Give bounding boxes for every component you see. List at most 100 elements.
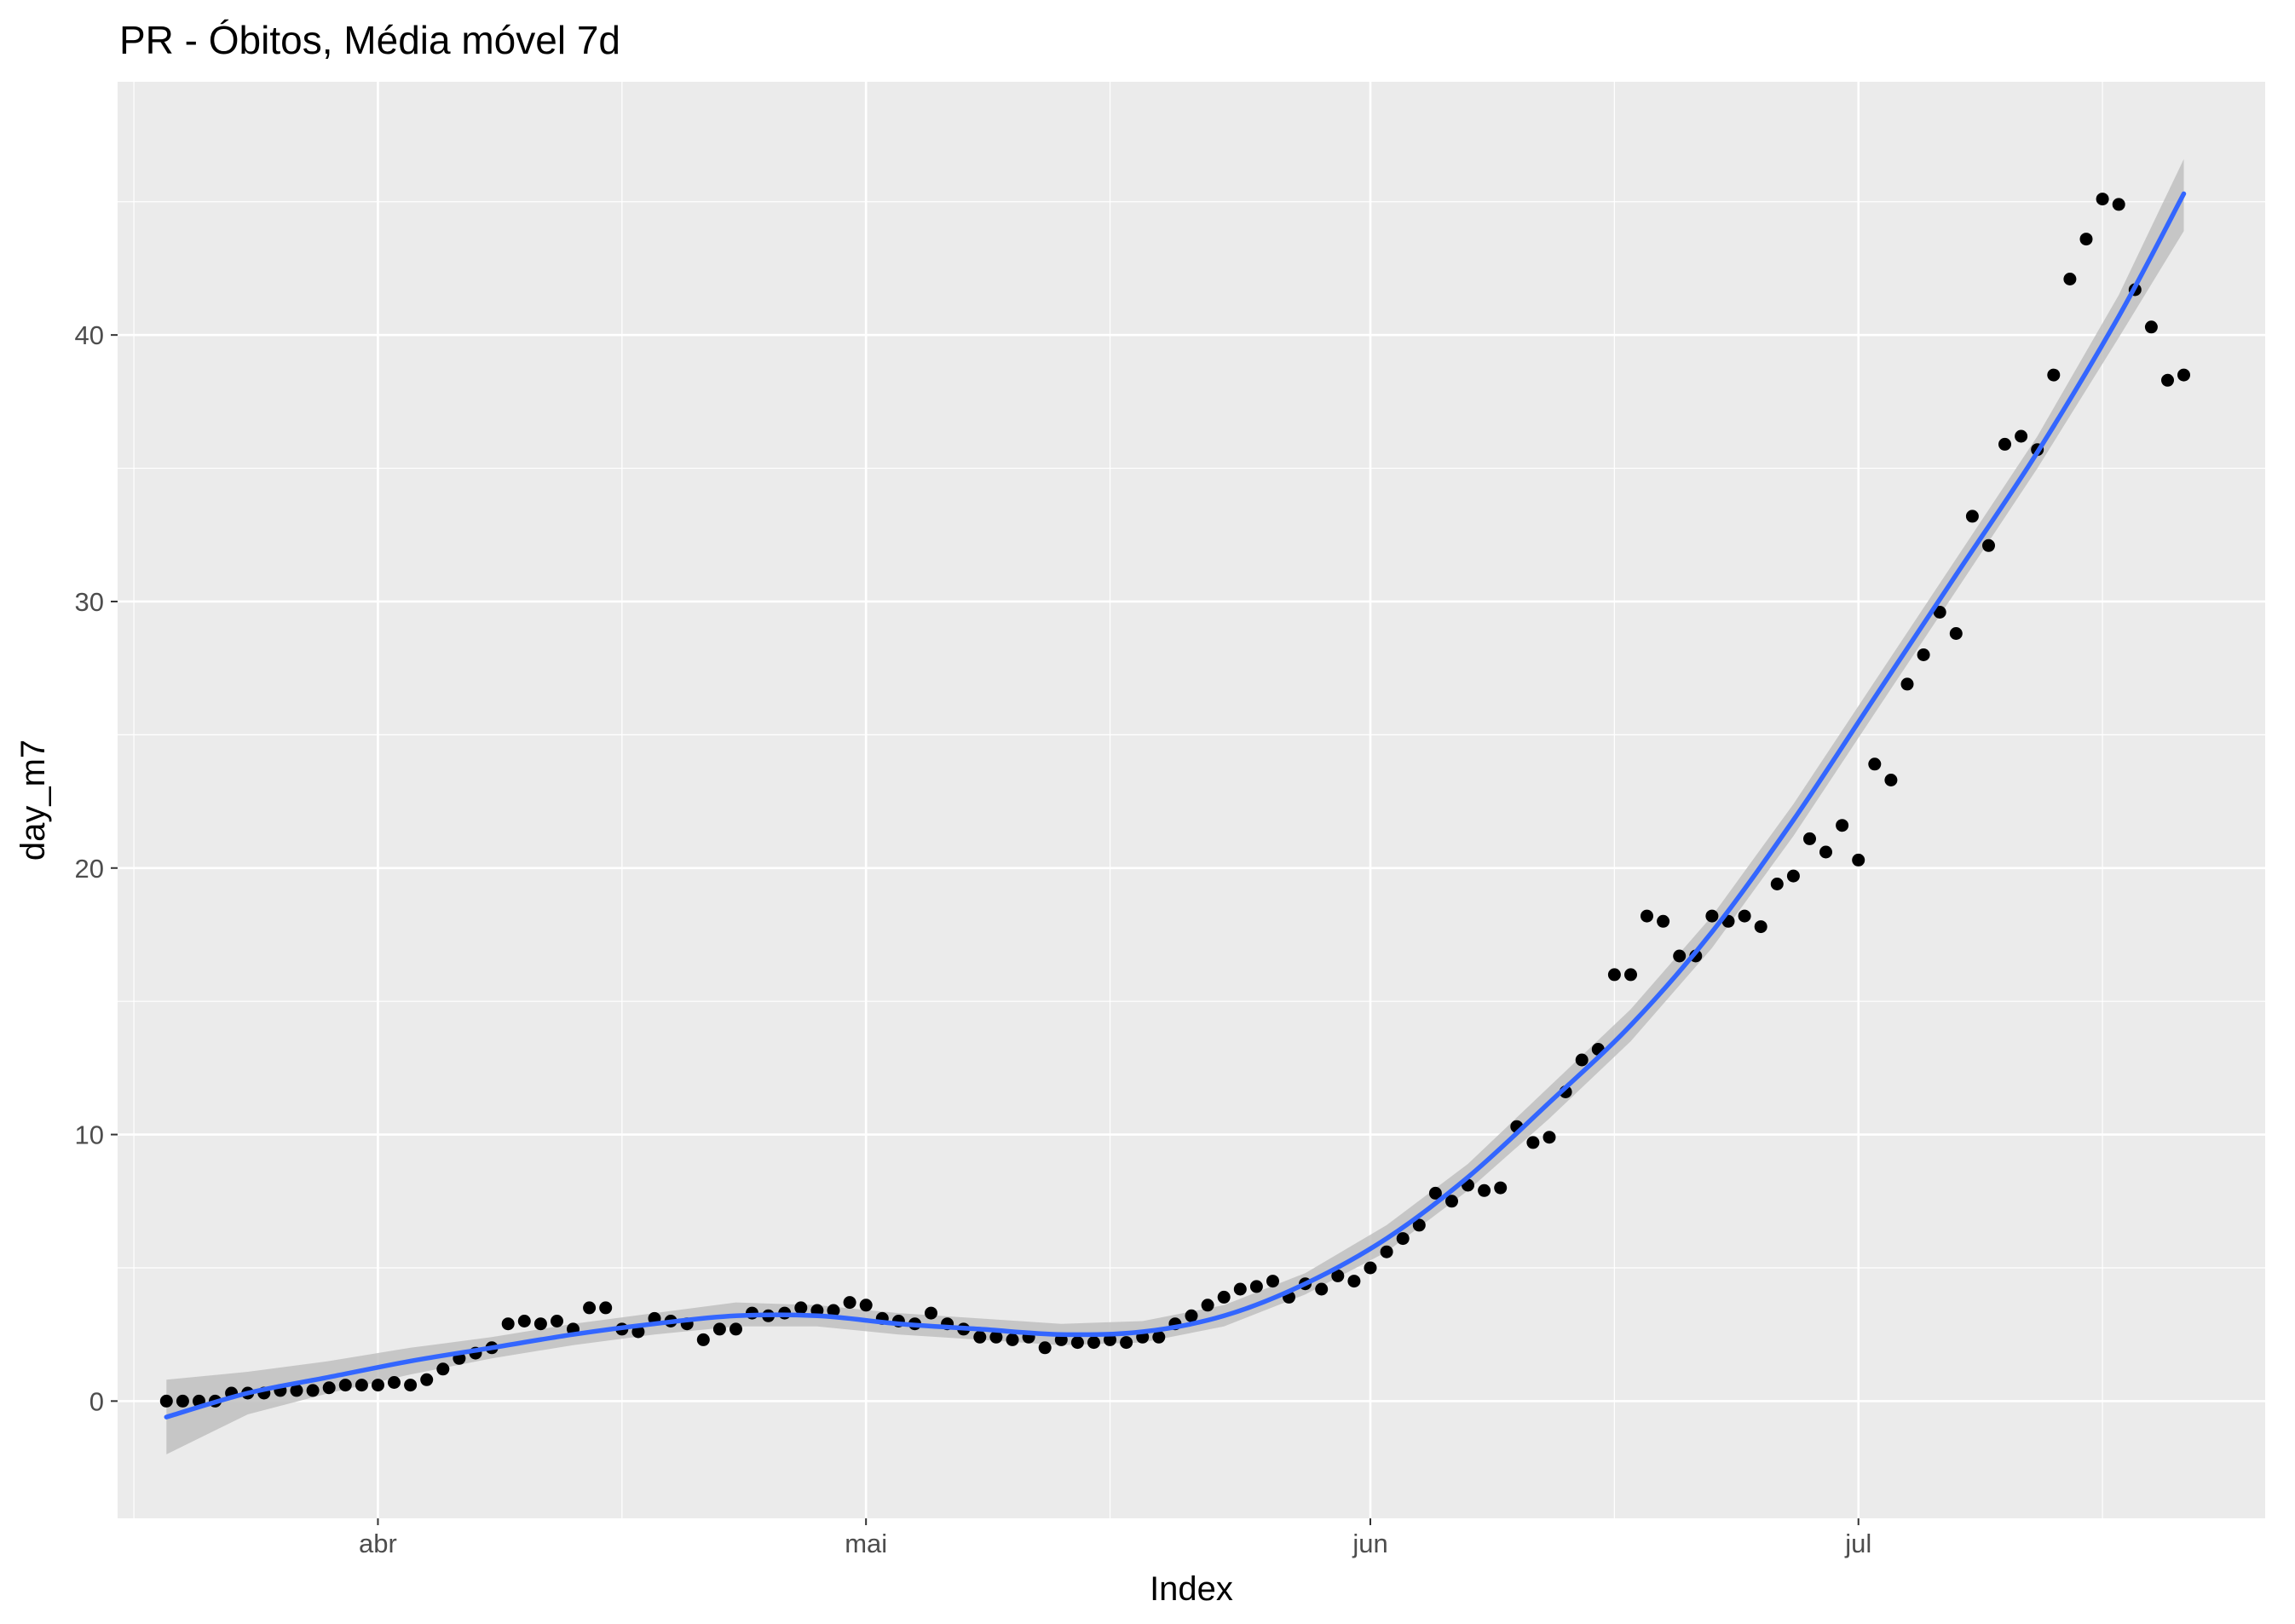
- data-point: [1104, 1333, 1116, 1346]
- data-point: [1120, 1336, 1133, 1350]
- y-tick-label: 30: [75, 587, 104, 617]
- grid-major: [118, 82, 2265, 1518]
- data-point: [1803, 832, 1816, 845]
- data-point: [2096, 193, 2109, 206]
- x-axis: abr mai jun jul: [359, 1518, 1871, 1558]
- data-point: [696, 1333, 710, 1346]
- data-point: [1152, 1330, 1166, 1344]
- data-point: [1364, 1261, 1377, 1275]
- data-point: [1233, 1282, 1247, 1296]
- data-point: [1982, 538, 1995, 552]
- data-point: [1949, 627, 1963, 640]
- data-point: [1673, 949, 1687, 963]
- data-point: [1412, 1218, 1426, 1232]
- data-point: [2063, 273, 2077, 285]
- data-point: [1038, 1341, 1052, 1355]
- data-point: [1445, 1195, 1458, 1208]
- x-axis-title: Index: [1150, 1570, 1233, 1608]
- data-point: [1478, 1183, 1491, 1197]
- data-point: [1624, 968, 1637, 982]
- smooth-line: [164, 191, 2187, 1420]
- data-point: [322, 1381, 336, 1395]
- data-point: [712, 1322, 726, 1336]
- data-point: [338, 1379, 352, 1392]
- data-point: [1836, 819, 1849, 832]
- data-point: [2047, 368, 2061, 382]
- data-point: [159, 1394, 173, 1408]
- data-point: [420, 1373, 434, 1386]
- data-point: [2161, 373, 2174, 387]
- y-tick-label: 20: [75, 854, 104, 884]
- data-point: [925, 1306, 937, 1320]
- data-point: [973, 1330, 987, 1344]
- data-point: [2079, 233, 2093, 246]
- data-point: [1201, 1299, 1214, 1312]
- y-tick-label: 10: [75, 1120, 104, 1150]
- x-tick-label: abr: [359, 1529, 397, 1558]
- data-point: [989, 1330, 1003, 1344]
- data-point: [372, 1379, 384, 1392]
- data-point: [599, 1301, 613, 1315]
- data-point: [1819, 845, 1832, 859]
- data-point: [1607, 968, 1621, 982]
- data-point: [1185, 1309, 1198, 1322]
- data-point: [794, 1301, 808, 1315]
- data-point: [1575, 1053, 1589, 1067]
- y-axis: 0 10 20 30 40: [75, 320, 118, 1416]
- plot-panel: [118, 82, 2265, 1518]
- data-point: [1917, 648, 1930, 661]
- data-point: [551, 1315, 563, 1327]
- data-point: [729, 1322, 742, 1336]
- data-point: [859, 1299, 873, 1312]
- data-point: [533, 1317, 547, 1331]
- data-point: [404, 1379, 418, 1392]
- data-point: [1494, 1181, 1508, 1195]
- data-point: [843, 1296, 856, 1310]
- smooth-line-layer: [164, 191, 2187, 1420]
- data-point: [1998, 437, 2011, 451]
- data-point: [1526, 1136, 1540, 1149]
- data-point: [1266, 1275, 1279, 1288]
- data-point: [1249, 1280, 1263, 1293]
- x-tick-label: mai: [845, 1529, 887, 1558]
- y-axis-title: day_m7: [14, 740, 52, 861]
- data-point: [1641, 909, 1653, 923]
- data-point: [1770, 878, 1784, 890]
- data-point: [1786, 869, 1800, 883]
- data-point: [2177, 368, 2190, 382]
- data-point: [2112, 198, 2125, 211]
- data-point: [1933, 606, 1946, 619]
- data-point: [1852, 853, 1865, 867]
- x-tick-label: jun: [1352, 1529, 1387, 1558]
- data-point: [436, 1362, 450, 1376]
- data-point: [1705, 909, 1719, 923]
- data-point: [2015, 429, 2028, 443]
- data-point: [1542, 1131, 1556, 1144]
- y-tick-label: 0: [89, 1386, 104, 1416]
- data-point: [1315, 1282, 1329, 1296]
- data-point: [1006, 1333, 1019, 1346]
- data-point: [1070, 1336, 1084, 1350]
- data-point: [176, 1394, 189, 1408]
- data-point: [2144, 320, 2158, 334]
- data-point: [1738, 909, 1751, 923]
- data-point: [517, 1315, 531, 1327]
- data-point: [290, 1384, 303, 1397]
- data-point: [631, 1325, 645, 1339]
- data-point: [501, 1317, 515, 1331]
- data-point: [1900, 677, 1914, 691]
- x-tick-label: jul: [1844, 1529, 1871, 1558]
- data-point: [388, 1376, 401, 1389]
- data-point: [583, 1301, 597, 1315]
- data-point: [1347, 1275, 1361, 1288]
- data-point: [1217, 1290, 1231, 1304]
- data-point: [1396, 1232, 1410, 1246]
- data-point: [1884, 774, 1898, 786]
- data-point: [1331, 1269, 1345, 1282]
- data-point: [1965, 510, 1979, 523]
- data-point: [1868, 757, 1882, 771]
- grid-minor: [118, 82, 2265, 1518]
- data-point: [1380, 1245, 1393, 1258]
- chart-title: PR - Óbitos, Média móvel 7d: [119, 18, 620, 62]
